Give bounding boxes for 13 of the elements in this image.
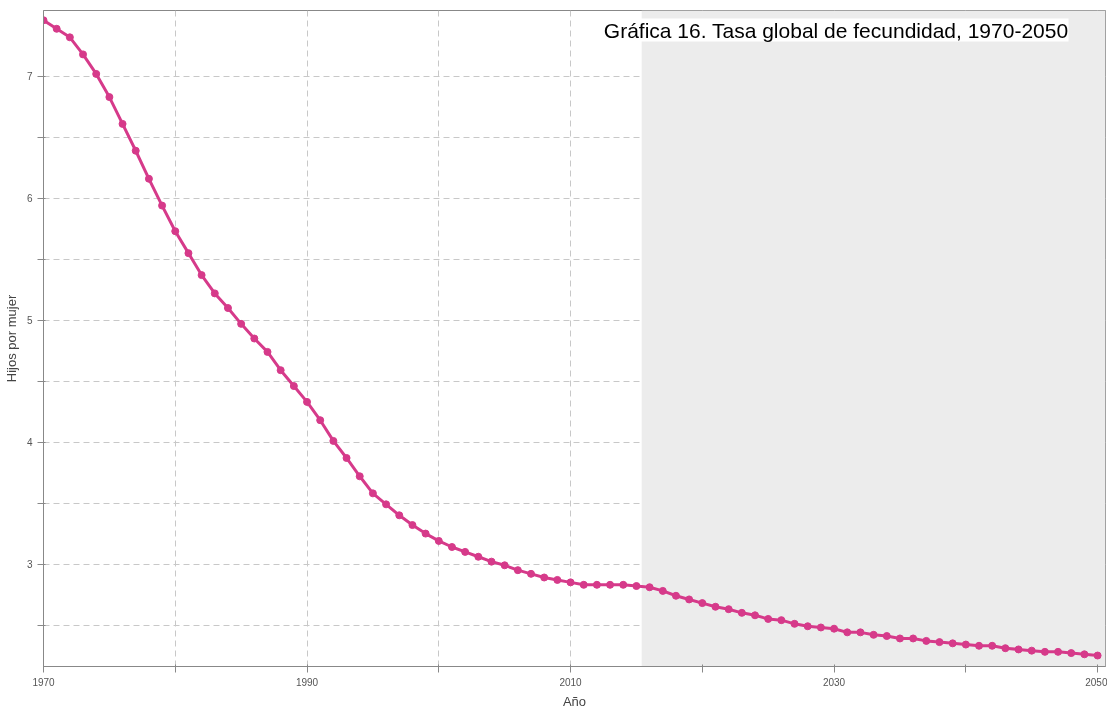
y-tick-label: 6 [26,193,33,205]
y-tick-label: 3 [26,559,33,571]
x-tick-label: 2050 [1085,676,1107,688]
x-tick-label: 2010 [559,676,583,688]
x-axis-title: Año [562,693,587,709]
chart-title: Gráfica 16. Tasa global de fecundidad, 1970-2050 [603,18,1069,42]
x-tick-label: 2030 [822,676,846,688]
y-tick-label: 7 [26,71,33,83]
x-tick-label: 1990 [295,676,319,688]
x-tick-label: 1970 [32,676,56,688]
y-tick-label: 4 [26,437,33,449]
y-tick-label: 5 [26,315,33,327]
y-axis-title: Hijos por mujer [3,294,19,383]
